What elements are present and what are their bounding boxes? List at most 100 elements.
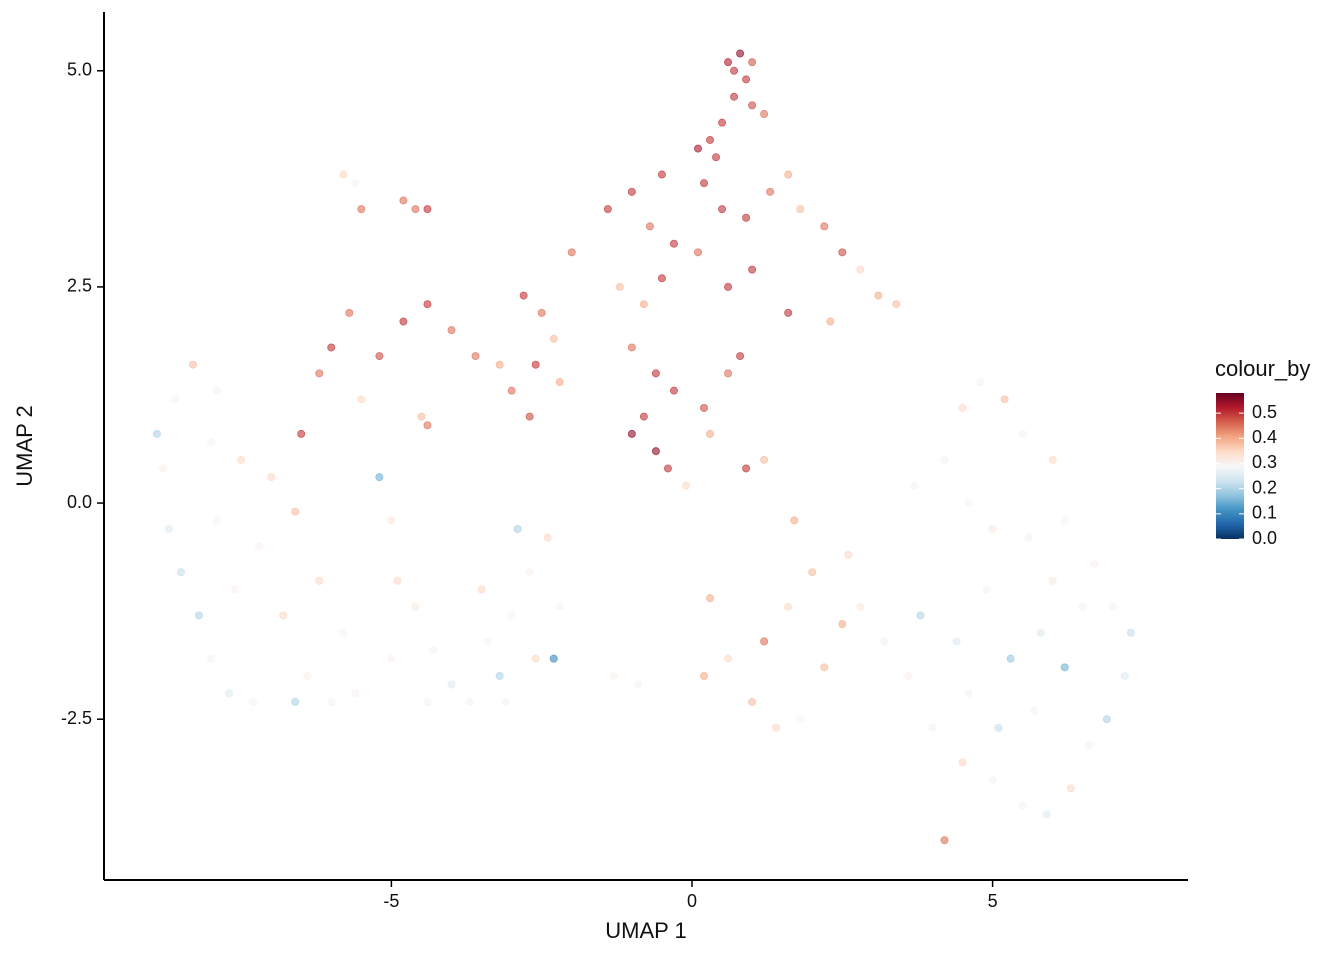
point	[465, 697, 474, 706]
point	[700, 671, 709, 680]
point	[170, 395, 179, 404]
point	[315, 369, 324, 378]
point	[291, 507, 300, 516]
point	[447, 680, 456, 689]
point	[549, 334, 558, 343]
x-tick-label: -5	[383, 891, 399, 911]
point	[411, 602, 420, 611]
point	[669, 386, 678, 395]
point	[164, 524, 173, 533]
y-axis-title: UMAP 2	[12, 405, 37, 487]
point	[1060, 516, 1069, 525]
point	[194, 611, 203, 620]
point	[531, 360, 540, 369]
x-tick-label: 5	[988, 891, 998, 911]
point	[1060, 663, 1069, 672]
point	[603, 205, 612, 214]
point	[158, 464, 167, 473]
point	[176, 568, 185, 577]
x-axis-title: UMAP 1	[605, 918, 687, 943]
point	[237, 455, 246, 464]
point	[429, 646, 438, 655]
point	[1000, 395, 1009, 404]
point	[748, 697, 757, 706]
colorbar-tick-label: 0.5	[1252, 402, 1277, 422]
colorbar-tick-label: 0.3	[1252, 452, 1277, 472]
point	[495, 360, 504, 369]
point	[706, 594, 715, 603]
point	[657, 170, 666, 179]
point	[357, 205, 366, 214]
point	[501, 697, 510, 706]
point	[152, 429, 161, 438]
point	[399, 196, 408, 205]
point	[1030, 706, 1039, 715]
point	[784, 170, 793, 179]
point	[423, 697, 432, 706]
point	[549, 654, 558, 663]
point	[748, 58, 757, 67]
point	[808, 568, 817, 577]
point	[555, 378, 564, 387]
point	[627, 429, 636, 438]
point	[681, 481, 690, 490]
point	[1078, 602, 1087, 611]
point	[760, 637, 769, 646]
point	[958, 403, 967, 412]
point	[495, 671, 504, 680]
point	[766, 187, 775, 196]
point	[327, 697, 336, 706]
point	[958, 758, 967, 767]
point	[483, 637, 492, 646]
point	[303, 671, 312, 680]
point	[387, 654, 396, 663]
point	[820, 222, 829, 231]
point	[1018, 801, 1027, 810]
point	[940, 836, 949, 845]
point	[748, 101, 757, 110]
point	[844, 550, 853, 559]
point	[231, 585, 240, 594]
point	[706, 135, 715, 144]
point	[982, 585, 991, 594]
point	[940, 455, 949, 464]
point	[874, 291, 883, 300]
point	[525, 568, 534, 577]
point	[694, 144, 703, 153]
point	[826, 317, 835, 326]
point	[639, 300, 648, 309]
y-tick-label: 2.5	[67, 276, 92, 296]
point	[742, 213, 751, 222]
point	[706, 429, 715, 438]
point	[375, 473, 384, 482]
point	[736, 49, 745, 58]
point	[447, 326, 456, 335]
point	[387, 516, 396, 525]
point	[796, 205, 805, 214]
y-tick-label: -2.5	[61, 708, 92, 728]
point	[892, 300, 901, 309]
point	[1120, 671, 1129, 680]
point	[910, 481, 919, 490]
point	[742, 75, 751, 84]
colorbar-tick-label: 0.2	[1252, 477, 1277, 497]
point	[315, 576, 324, 585]
point	[784, 308, 793, 317]
point	[976, 378, 985, 387]
point	[351, 689, 360, 698]
point	[1102, 715, 1111, 724]
point	[724, 654, 733, 663]
point	[1108, 602, 1117, 611]
point	[964, 499, 973, 508]
point	[1066, 784, 1075, 793]
point	[657, 274, 666, 283]
point	[964, 689, 973, 698]
point	[904, 671, 913, 680]
point	[856, 265, 865, 274]
point	[351, 179, 360, 188]
point	[477, 585, 486, 594]
point	[267, 473, 276, 482]
point	[772, 723, 781, 732]
point	[790, 516, 799, 525]
